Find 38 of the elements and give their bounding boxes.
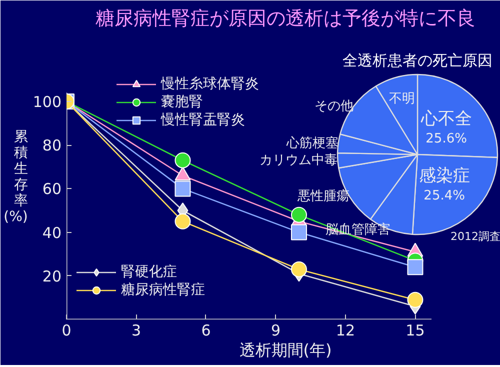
chart-title: 全透析患者の死亡原因 (342, 52, 492, 70)
slice-label: 悪性腫瘍 (296, 189, 350, 204)
point (290, 224, 307, 240)
y-tick-label: 100 (32, 93, 62, 111)
point (174, 152, 191, 168)
slice-label: 不明 (388, 92, 415, 107)
slice-label: 心筋梗塞 (285, 134, 338, 151)
x-tick-label: 15 (406, 322, 425, 340)
y-tick-label: 40 (42, 224, 62, 242)
data-label: 25.4% (424, 188, 465, 204)
data-label: 25.6% (426, 131, 467, 146)
text: 2012調査 (450, 230, 500, 243)
legend-label: 慢性腎盂腎炎 (161, 111, 245, 129)
y-tick-label: 60 (42, 180, 62, 198)
legend-label: 慢性糸球体腎炎 (161, 75, 259, 93)
legend-label: 糖尿病性腎症 (121, 281, 205, 299)
chart-title: 糖尿病性腎症が原因の透析は予後が特に不良 (96, 8, 476, 30)
x-tick-label: 12 (336, 322, 356, 340)
slice-label: 心不全 (420, 108, 472, 129)
y-tick-label: 20 (42, 267, 62, 286)
point (174, 180, 191, 197)
legend-label: 腎硬化症 (121, 263, 177, 281)
x-tick-label: 0 (62, 322, 72, 340)
point (290, 206, 307, 223)
slice-label: カリウム中毒 (260, 153, 338, 168)
point (407, 259, 424, 276)
legend-label: 嚢胞腎 (161, 93, 203, 111)
x-axis-title: 透析期間(年) (239, 340, 332, 360)
x-tick-label: 6 (201, 322, 211, 340)
point (290, 261, 307, 278)
point (174, 213, 191, 230)
x-tick-label: 3 (131, 322, 142, 340)
y-axis-title: 累積生存率(%) (4, 129, 28, 225)
slice-label: 感染症 (418, 166, 470, 186)
slice-label: その他 (314, 99, 354, 114)
y-tick-label: 80 (42, 136, 62, 155)
point (407, 292, 424, 308)
x-tick-label: 9 (270, 322, 281, 340)
